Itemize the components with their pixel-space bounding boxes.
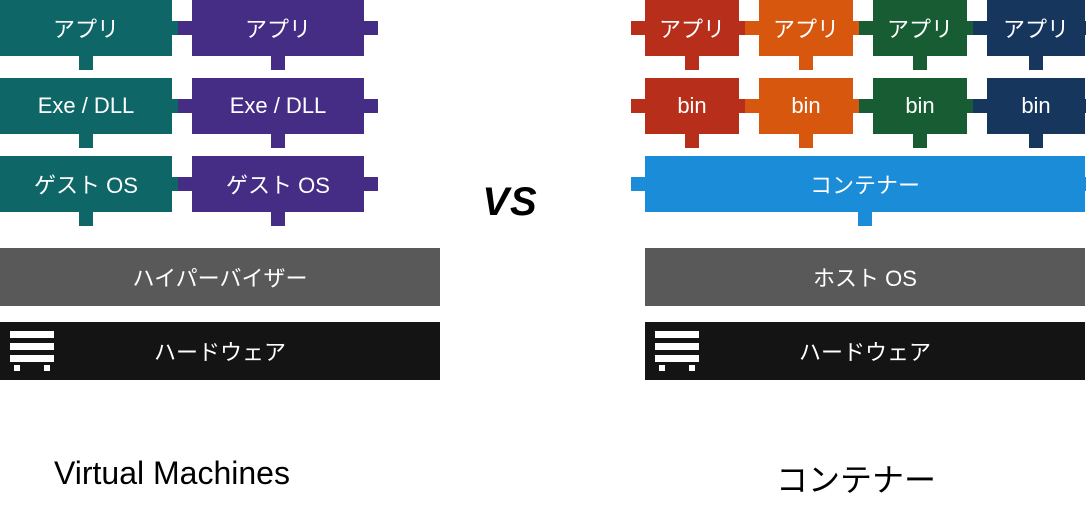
ct-stack-0-cell: bin — [645, 78, 739, 134]
vm-hypervisor: ハイパーバイザー — [0, 248, 440, 306]
ct-stack-3-cell: アプリ — [987, 0, 1085, 56]
vm-stack-0-cell: Exe / DLL — [0, 78, 172, 134]
ct-runtime-text: コンテナー — [645, 156, 1085, 212]
vm-stack-1-cell: Exe / DLL — [192, 78, 364, 134]
vm-stack-1-cell: ゲスト OS — [192, 156, 364, 212]
vm-stack-0-cell-text: ゲスト OS — [0, 156, 172, 212]
vm-stack-0-cell: ゲスト OS — [0, 156, 172, 212]
ct-stack-3-cell-text: bin — [987, 78, 1085, 134]
diagram-stage: ハードウェアハイパーバイザーアプリExe / DLLゲスト OSアプリExe /… — [0, 0, 1086, 514]
vm-stack-0-cell: アプリ — [0, 0, 172, 56]
ct-stack-2-cell: bin — [873, 78, 967, 134]
ct-stack-0-cell-text: bin — [645, 78, 739, 134]
ct-stack-3-cell-text: アプリ — [987, 0, 1085, 56]
vm-caption: Virtual Machines — [54, 455, 290, 492]
vm-hardware: ハードウェア — [0, 322, 440, 380]
server-icon — [10, 331, 54, 371]
vm-stack-1-cell: アプリ — [192, 0, 364, 56]
ct-caption: コンテナー — [776, 455, 936, 501]
vm-stack-1-cell-text: アプリ — [192, 0, 364, 56]
vm-stack-1-cell-text: ゲスト OS — [192, 156, 364, 212]
ct-hardware: ハードウェア — [645, 322, 1085, 380]
vm-stack-1-cell-text: Exe / DLL — [192, 78, 364, 134]
vm-stack-0-cell-text: アプリ — [0, 0, 172, 56]
ct-stack-3-cell: bin — [987, 78, 1085, 134]
ct-stack-1-cell-text: アプリ — [759, 0, 853, 56]
ct-stack-2-cell-text: アプリ — [873, 0, 967, 56]
ct-hostos: ホスト OS — [645, 248, 1085, 306]
vm-stack-0-cell-text: Exe / DLL — [0, 78, 172, 134]
ct-runtime: コンテナー — [645, 156, 1085, 212]
server-icon — [655, 331, 699, 371]
ct-stack-1-cell-text: bin — [759, 78, 853, 134]
ct-stack-2-cell: アプリ — [873, 0, 967, 56]
ct-stack-2-cell-text: bin — [873, 78, 967, 134]
ct-stack-1-cell: アプリ — [759, 0, 853, 56]
ct-stack-0-cell-text: アプリ — [645, 0, 739, 56]
ct-stack-0-cell: アプリ — [645, 0, 739, 56]
vs-badge: VS — [468, 170, 552, 234]
ct-stack-1-cell: bin — [759, 78, 853, 134]
